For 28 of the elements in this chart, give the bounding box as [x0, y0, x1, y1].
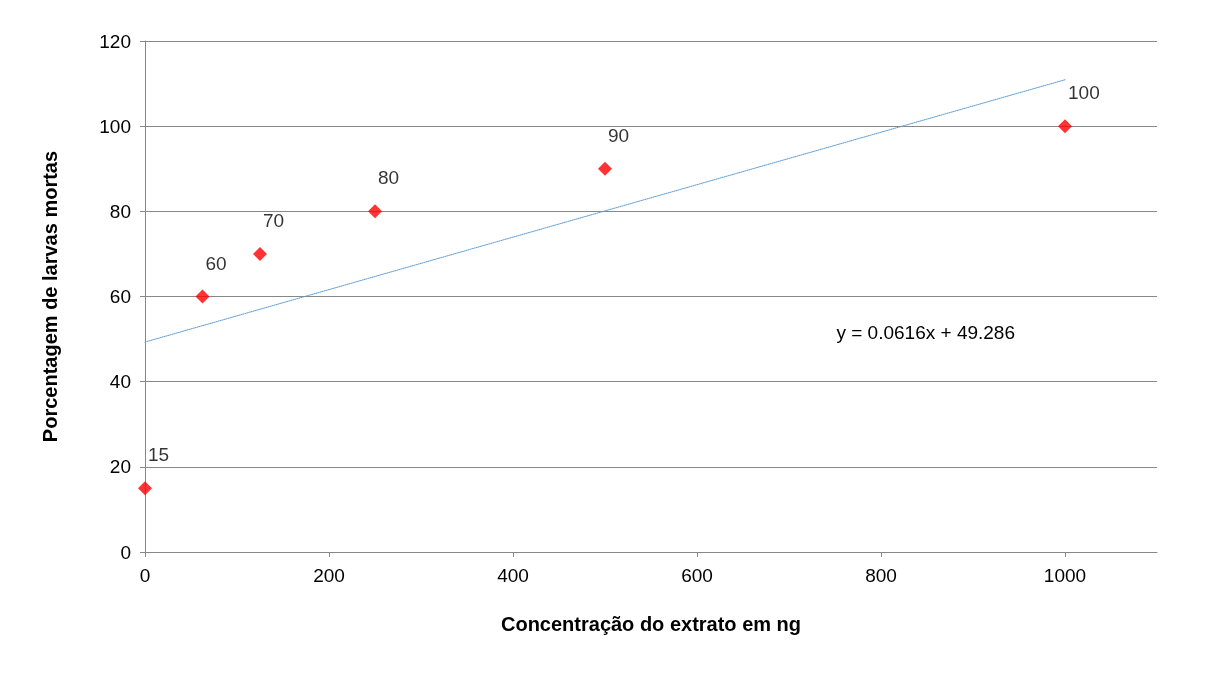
- x-tick-label: 1000: [1043, 565, 1087, 586]
- y-tick-label: 60: [109, 286, 131, 307]
- data-label: 60: [205, 252, 227, 274]
- y-tick-label: 40: [109, 371, 131, 393]
- y-tick-label: 0: [120, 541, 131, 563]
- y-axis-title: Porcentagem de larvas mortas: [39, 150, 61, 443]
- y-tick-label: 80: [109, 200, 131, 222]
- data-label: 70: [263, 209, 285, 231]
- x-tick-label: 600: [681, 565, 713, 586]
- y-tick-label: 100: [99, 115, 131, 137]
- x-tick-label: 400: [497, 565, 529, 586]
- x-tick-label: 200: [313, 565, 345, 586]
- data-label: 90: [608, 124, 630, 146]
- point: [253, 246, 267, 261]
- x-axis-title: Concentração do extrato em ng: [500, 613, 802, 635]
- data-label: 100: [1068, 82, 1100, 104]
- point: [598, 161, 612, 176]
- point: [368, 204, 382, 219]
- point: [195, 289, 210, 304]
- data-label: 15: [148, 444, 170, 466]
- x-tick-label: 800: [865, 565, 897, 586]
- point: [138, 481, 152, 496]
- annotation: y = 0.0616x + 49.286: [836, 322, 1016, 343]
- y-tick-label: 20: [109, 456, 131, 478]
- point: [1058, 119, 1072, 134]
- x-tick-label: 0: [139, 565, 151, 586]
- data-label: 80: [378, 167, 400, 189]
- y-tick-label: 120: [99, 30, 131, 52]
